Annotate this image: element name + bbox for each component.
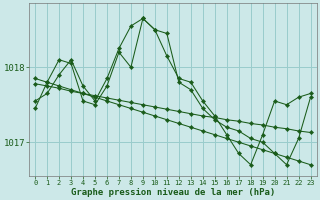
- X-axis label: Graphe pression niveau de la mer (hPa): Graphe pression niveau de la mer (hPa): [71, 188, 275, 197]
